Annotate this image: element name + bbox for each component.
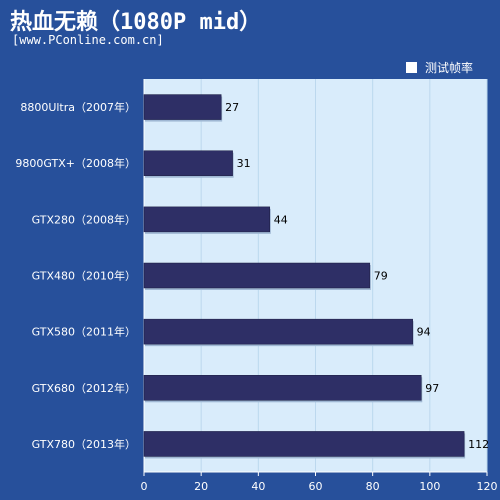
category-label: GTX280（2008年） bbox=[32, 212, 136, 226]
x-tick-label: 20 bbox=[194, 480, 208, 493]
category-label: GTX580（2011年） bbox=[32, 325, 136, 339]
bar bbox=[143, 431, 465, 457]
bar bbox=[143, 318, 413, 345]
bar bbox=[143, 206, 271, 233]
x-tick-label: 0 bbox=[141, 480, 148, 493]
x-tick-label: 120 bbox=[477, 480, 498, 493]
bar bbox=[143, 262, 371, 289]
data-label: 79 bbox=[374, 270, 388, 283]
data-label: 94 bbox=[417, 326, 431, 339]
x-tick-label: 40 bbox=[251, 480, 265, 493]
chart-title: 热血无赖（1080P mid） bbox=[10, 10, 262, 35]
data-label: 27 bbox=[225, 101, 239, 114]
bar bbox=[143, 150, 233, 176]
bar bbox=[143, 375, 422, 401]
legend-label: 测试帧率 bbox=[425, 61, 474, 75]
x-tick-label: 60 bbox=[309, 480, 323, 493]
legend: 测试帧率 bbox=[406, 59, 473, 76]
category-label: GTX480（2010年） bbox=[32, 269, 136, 283]
category-label: 9800GTX+（2008年） bbox=[15, 156, 136, 170]
legend-swatch bbox=[406, 62, 417, 73]
x-tick-label: 80 bbox=[366, 480, 380, 493]
data-label: 97 bbox=[425, 382, 439, 395]
data-label: 112 bbox=[468, 438, 489, 451]
category-label: 8800Ultra（2007年） bbox=[20, 100, 136, 114]
data-label: 44 bbox=[274, 213, 288, 226]
bar bbox=[143, 94, 222, 120]
x-tick-label: 100 bbox=[419, 480, 440, 493]
data-label: 31 bbox=[237, 157, 251, 170]
source-label: [www.PConline.com.cn] bbox=[12, 33, 164, 47]
category-label: GTX780（2013年） bbox=[32, 437, 136, 451]
category-label: GTX680（2012年） bbox=[32, 381, 136, 395]
